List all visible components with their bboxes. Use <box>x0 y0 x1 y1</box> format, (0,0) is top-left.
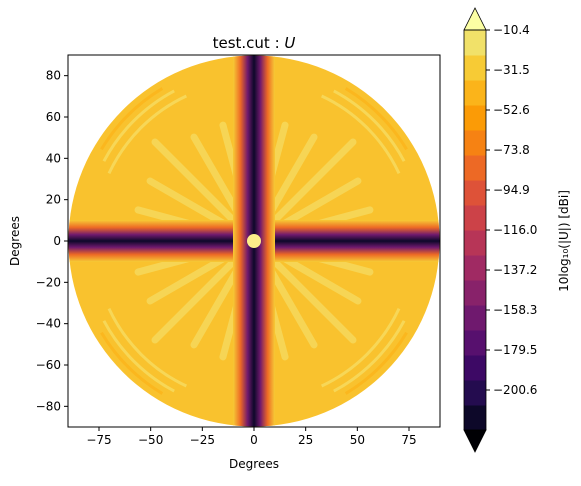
colorbar: −10.4 −31.5 −52.6 −73.8 −94.9 −116.0 −137.2 −15… <box>463 7 537 453</box>
sidelobe-arc <box>100 87 164 151</box>
y-tick-label: 40 <box>46 151 61 165</box>
colorbar-band <box>464 205 486 231</box>
plot-area: −75 −50 −25 0 25 50 75 80 60 40 20 0 −20 −40 −60 −80 <box>36 54 441 447</box>
colorbar-label: 10log₁₀(|U|) [dBi] <box>557 190 571 292</box>
colorbar-extend-top <box>463 7 487 31</box>
colorbar-tick-label: −10.4 <box>493 23 530 37</box>
y-tick-label: −80 <box>36 399 61 413</box>
sidelobe-arc <box>107 94 188 175</box>
sidelobe-arc <box>320 94 401 175</box>
colorbar-tick-label: −179.5 <box>493 343 537 357</box>
x-axis-ticks: −75 −50 −25 0 25 50 75 <box>86 427 417 447</box>
x-tick-label: −25 <box>190 433 215 447</box>
colorbar-band <box>464 380 486 406</box>
y-axis-ticks: 80 60 40 20 0 −20 −40 −60 −80 <box>36 69 68 413</box>
y-tick-label: −40 <box>36 317 61 331</box>
x-tick-label: −50 <box>138 433 163 447</box>
x-tick-label: 0 <box>250 433 258 447</box>
colorbar-tick-label: −200.6 <box>493 383 537 397</box>
chart-title: test.cut : U <box>213 34 296 52</box>
sidelobe-arc <box>102 89 175 162</box>
colorbar-extend-bottom <box>463 429 487 453</box>
colorbar-band <box>464 105 486 131</box>
pattern-sidelobe-arcs <box>100 87 408 395</box>
colorbar-band <box>464 255 486 281</box>
colorbar-band <box>464 155 486 181</box>
sidelobe-arc <box>102 320 175 393</box>
sidelobe-arc <box>107 307 188 388</box>
sidelobe-arc <box>320 307 401 388</box>
colorbar-tick-label: −52.6 <box>493 103 530 117</box>
colorbar-band <box>464 130 486 156</box>
colorbar-band <box>464 80 486 106</box>
sidelobe-arc <box>333 320 406 393</box>
pattern-center-peak <box>247 234 261 248</box>
x-tick-label: −75 <box>86 433 111 447</box>
colorbar-band <box>464 330 486 356</box>
colorbar-band <box>464 405 486 431</box>
x-tick-label: 50 <box>350 433 365 447</box>
colorbar-tick-label: −94.9 <box>493 183 530 197</box>
sidelobe-arc <box>344 87 408 151</box>
radiation-pattern-heatmap <box>68 55 440 427</box>
sidelobe-arc <box>100 331 164 395</box>
x-tick-label: 75 <box>401 433 416 447</box>
y-tick-label: 60 <box>46 110 61 124</box>
colorbar-band <box>464 55 486 81</box>
y-tick-label: 0 <box>53 234 61 248</box>
colorbar-tick-label: −31.5 <box>493 63 530 77</box>
y-tick-label: 80 <box>46 69 61 83</box>
colorbar-band <box>464 30 486 56</box>
colorbar-band <box>464 305 486 331</box>
y-tick-label: 20 <box>46 193 61 207</box>
colorbar-band <box>464 230 486 256</box>
sidelobe-arc <box>344 331 408 395</box>
colorbar-band <box>464 180 486 206</box>
colorbar-band <box>464 280 486 306</box>
y-tick-label: −20 <box>36 275 61 289</box>
colorbar-tick-label: −73.8 <box>493 143 530 157</box>
colorbar-tick-label: −116.0 <box>493 223 537 237</box>
colorbar-band <box>464 355 486 381</box>
x-tick-label: 25 <box>298 433 313 447</box>
colorbar-tick-label: −158.3 <box>493 303 537 317</box>
colorbar-tick-label: −137.2 <box>493 263 537 277</box>
y-tick-label: −60 <box>36 358 61 372</box>
sidelobe-arc <box>333 89 406 162</box>
y-axis-label: Degrees <box>8 216 22 266</box>
x-axis-label: Degrees <box>229 457 279 471</box>
